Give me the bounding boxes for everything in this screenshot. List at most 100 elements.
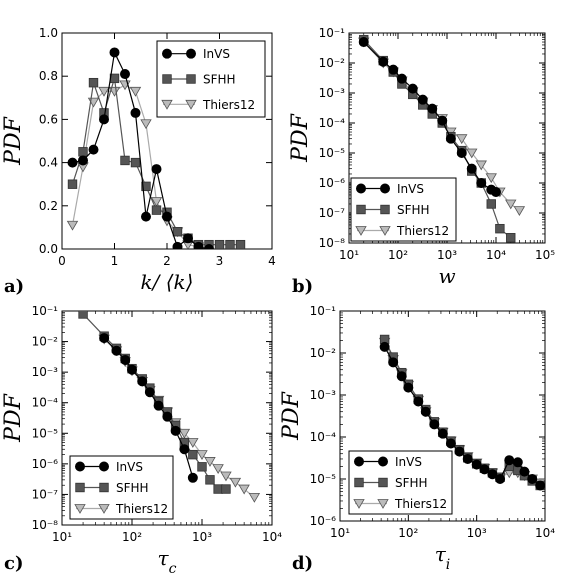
legend-marker-Thiers12 bbox=[74, 504, 86, 514]
data-point-InVS bbox=[429, 419, 440, 430]
data-point-InVS bbox=[527, 473, 538, 484]
data-point-SFHH bbox=[88, 77, 99, 88]
data-point-Thiers12 bbox=[178, 428, 191, 439]
data-point-Thiers12 bbox=[513, 206, 526, 217]
data-point-InVS bbox=[67, 157, 78, 168]
data-point-InVS bbox=[445, 438, 456, 449]
x-axis-label: k/ ⟨k⟩ bbox=[141, 270, 194, 294]
data-point-InVS bbox=[437, 428, 448, 439]
legend: InVS SFHH Thiers12 bbox=[156, 40, 266, 118]
plot-area bbox=[358, 34, 526, 243]
data-point-SFHH bbox=[172, 227, 183, 237]
plot-area bbox=[78, 311, 261, 503]
legend-marker-SFHH bbox=[75, 482, 85, 493]
legend-marker-Thiers12 bbox=[355, 226, 367, 236]
legend: InVS SFHH Thiers12 bbox=[348, 450, 453, 515]
y-tick-label: 10⁻⁷ bbox=[319, 206, 346, 220]
legend-marker-SFHH bbox=[99, 482, 109, 493]
x-tick-label: 10³ bbox=[437, 248, 457, 262]
y-tick-label: 10⁻⁵ bbox=[319, 146, 346, 160]
data-point-InVS bbox=[476, 177, 487, 188]
legend-marker-InVS bbox=[379, 183, 390, 194]
data-point-InVS bbox=[193, 241, 204, 249]
data-point-InVS bbox=[88, 144, 99, 155]
legend-label: SFHH bbox=[116, 481, 149, 495]
axes-frame bbox=[61, 310, 273, 526]
data-point-InVS bbox=[413, 396, 424, 407]
y-tick-label: 10⁻² bbox=[319, 56, 346, 70]
data-point-SFHH bbox=[213, 484, 223, 494]
y-tick-label: 0.4 bbox=[39, 156, 58, 170]
data-point-InVS bbox=[120, 69, 131, 80]
y-tick-label: 10⁻³ bbox=[32, 365, 59, 379]
x-tick-label: 4 bbox=[268, 254, 276, 268]
data-point-SFHH bbox=[197, 462, 207, 472]
data-point-SFHH bbox=[120, 155, 130, 166]
data-point-Thiers12 bbox=[485, 173, 497, 184]
data-point-InVS bbox=[204, 244, 214, 249]
data-point-InVS bbox=[109, 47, 120, 58]
data-point-InVS bbox=[462, 453, 473, 464]
x-tick-label: 10² bbox=[388, 248, 408, 262]
data-point-SFHH bbox=[235, 239, 246, 249]
x-tick-label: 10⁴ bbox=[486, 248, 506, 262]
x-tick-label: 10³ bbox=[467, 526, 487, 540]
y-tick-label: 10⁻¹ bbox=[319, 26, 346, 40]
data-point-Thiers12 bbox=[220, 471, 232, 482]
x-axis-label: w bbox=[438, 264, 455, 288]
data-point-InVS bbox=[417, 94, 428, 105]
y-axis-label: PDF bbox=[288, 113, 313, 162]
legend-marker-Thiers12 bbox=[98, 504, 110, 514]
legend-label: Thiers12 bbox=[115, 502, 168, 516]
data-point-Thiers12 bbox=[204, 457, 216, 467]
y-tick-label: 10⁻³ bbox=[310, 388, 337, 402]
panel-c: 10¹ 10² 10³ 10⁴ 10⁻⁸ 10⁻⁷ 10⁻⁶ 10⁻⁵ 10⁻⁴ 10⁻³ 10⁻²… bbox=[1, 304, 282, 577]
legend-label: InVS bbox=[203, 47, 230, 61]
x-tick-label: 10³ bbox=[192, 530, 212, 544]
y-axis-label: PDF bbox=[279, 391, 304, 440]
data-point-Thiers12 bbox=[150, 197, 163, 207]
data-point-InVS bbox=[379, 341, 390, 352]
data-point-Thiers12 bbox=[129, 86, 142, 97]
plot-area bbox=[66, 47, 246, 249]
data-point-SFHH bbox=[78, 147, 88, 157]
legend-marker-InVS bbox=[99, 461, 110, 472]
legend-label: Thiers12 bbox=[394, 497, 447, 511]
y-axis-label: PDF bbox=[1, 116, 26, 165]
data-point-InVS bbox=[495, 473, 506, 484]
x-tick-label: 0 bbox=[58, 254, 66, 268]
y-tick-label: 0.0 bbox=[39, 242, 58, 256]
legend-label: SFHH bbox=[395, 476, 428, 490]
x-tick-label: 10¹ bbox=[330, 526, 350, 540]
data-point-InVS bbox=[535, 480, 545, 491]
data-point-InVS bbox=[490, 187, 501, 198]
legend-marker-SFHH bbox=[380, 204, 390, 215]
data-point-InVS bbox=[130, 107, 141, 118]
x-axis-label: τc bbox=[158, 546, 177, 577]
axes-frame bbox=[339, 310, 546, 522]
data-point-Thiers12 bbox=[466, 148, 478, 159]
panel-letter: b) bbox=[292, 276, 313, 297]
data-point-Thiers12 bbox=[212, 464, 224, 474]
data-point-InVS bbox=[137, 376, 148, 387]
y-tick-label: 10⁻⁷ bbox=[32, 487, 59, 501]
data-point-InVS bbox=[456, 147, 467, 158]
data-point-SFHH bbox=[225, 239, 235, 249]
data-point-InVS bbox=[512, 457, 523, 468]
data-point-InVS bbox=[151, 164, 162, 175]
data-point-InVS bbox=[437, 115, 448, 126]
data-point-InVS bbox=[403, 382, 414, 393]
legend-label: InVS bbox=[116, 460, 143, 474]
data-point-InVS bbox=[487, 469, 498, 480]
data-point-SFHH bbox=[130, 157, 141, 168]
legend-label: InVS bbox=[397, 182, 424, 196]
y-tick-label: 10⁻¹ bbox=[32, 304, 59, 318]
x-tick-label: 2 bbox=[163, 254, 171, 268]
data-point-InVS bbox=[127, 364, 138, 375]
x-tick-label: 10¹ bbox=[52, 530, 72, 544]
data-point-SFHH bbox=[141, 181, 151, 192]
legend-marker-InVS bbox=[161, 48, 172, 59]
legend-marker-InVS bbox=[75, 461, 86, 472]
data-point-InVS bbox=[445, 133, 456, 144]
data-point-Thiers12 bbox=[66, 220, 79, 231]
